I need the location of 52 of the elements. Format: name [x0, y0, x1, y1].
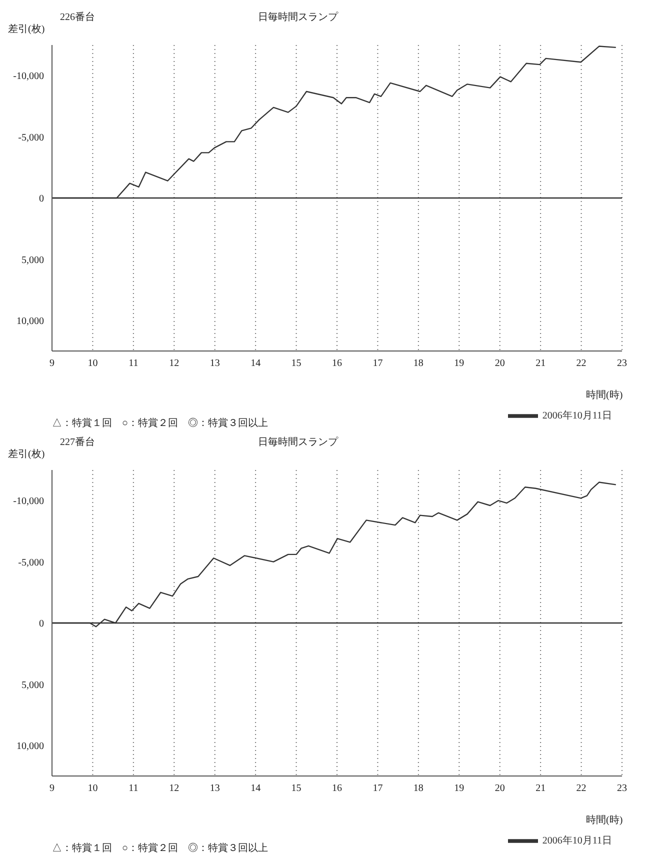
x-tick-label: 21 — [536, 783, 546, 794]
x-tick-label: 12 — [169, 358, 180, 370]
chart-subtitle: 日毎時間スランプ — [258, 436, 338, 449]
x-tick-label: 12 — [169, 783, 180, 794]
x-tick-label: 13 — [210, 783, 220, 794]
x-tick-label: 14 — [250, 358, 261, 370]
x-tick-label: 18 — [413, 783, 424, 794]
y-axis-title: 差引(枚) — [8, 448, 45, 461]
x-tick-label: 17 — [372, 358, 383, 370]
x-tick-label: 23 — [617, 358, 627, 370]
x-tick-label: 21 — [536, 358, 546, 370]
x-tick-label: 9 — [50, 783, 54, 794]
x-tick-label: 16 — [332, 358, 342, 370]
y-tick-label: 10,000 — [16, 740, 44, 752]
y-tick-label: 0 — [39, 194, 44, 205]
chart-title: 227番台 — [60, 436, 95, 449]
x-tick-label: 18 — [413, 358, 424, 370]
y-axis-title: 差引(枚) — [8, 22, 45, 36]
x-tick-label: 22 — [576, 783, 586, 794]
x-tick-label: 23 — [617, 783, 627, 794]
chart-subtitle: 日毎時間スランプ — [258, 10, 338, 24]
y-tick-label: -5,000 — [18, 132, 44, 144]
x-tick-label: 19 — [454, 358, 464, 370]
x-tick-label: 9 — [50, 358, 54, 370]
legend-label: 2006年10月11日 — [542, 410, 612, 422]
y-tick-label: -5,000 — [18, 557, 44, 568]
x-axis-title: 時間(時) — [586, 388, 623, 402]
x-axis-title: 時間(時) — [586, 814, 623, 827]
x-tick-label: 11 — [128, 358, 138, 370]
x-tick-label: 14 — [250, 783, 261, 794]
x-tick-label: 11 — [128, 783, 138, 794]
chart-title: 226番台 — [60, 10, 95, 24]
y-tick-label: 5,000 — [22, 680, 44, 691]
x-tick-label: 10 — [88, 358, 98, 370]
x-tick-label: 19 — [454, 783, 464, 794]
x-tick-label: 22 — [576, 358, 586, 370]
y-tick-label: -10,000 — [13, 71, 44, 82]
x-tick-label: 15 — [291, 358, 302, 370]
text: △：特賞１回 ○：特賞２回 ◎：特賞３回以上 — [52, 416, 268, 430]
x-tick-label: 10 — [88, 783, 98, 794]
y-tick-label: -10,000 — [13, 496, 44, 508]
x-tick-label: 13 — [210, 358, 220, 370]
x-tick-label: 16 — [332, 783, 342, 794]
y-tick-label: 0 — [39, 618, 44, 630]
y-tick-label: 10,000 — [16, 316, 44, 327]
x-tick-label: 15 — [291, 783, 302, 794]
legend-label: 2006年10月11日 — [542, 835, 612, 846]
text: △：特賞１回 ○：特賞２回 ◎：特賞３回以上 — [52, 842, 268, 855]
x-tick-label: 20 — [494, 358, 505, 370]
x-tick-label: 20 — [494, 783, 505, 794]
x-tick-label: 17 — [372, 783, 383, 794]
y-tick-label: 5,000 — [22, 254, 44, 266]
